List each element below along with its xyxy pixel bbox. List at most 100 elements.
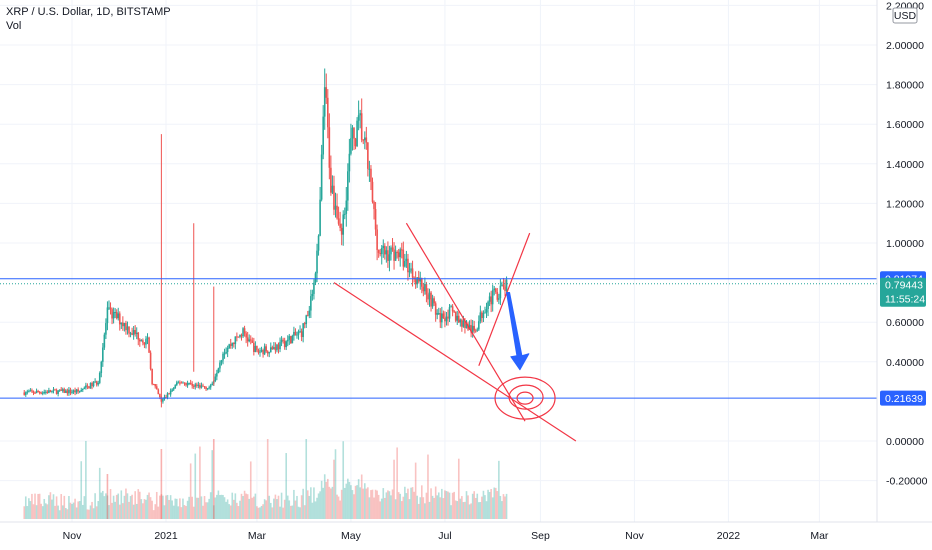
volume-bar — [285, 453, 287, 519]
volume-bar — [220, 494, 223, 519]
volume-indicator-label[interactable]: Vol — [6, 20, 22, 32]
volume-bar — [291, 505, 294, 519]
volume-bar — [345, 483, 348, 519]
candle-body — [350, 138, 352, 154]
volume-bar — [105, 493, 107, 519]
candle-body — [291, 335, 294, 344]
time-axis[interactable]: Nov 2021 Mar May Jul Sep Nov 2022 Mar — [63, 530, 829, 542]
volume-bar — [163, 505, 166, 519]
candle-body — [199, 384, 201, 388]
volume-bar — [222, 494, 224, 519]
volume-bar — [498, 460, 500, 519]
volume-bar — [92, 508, 95, 519]
price-axis[interactable]: 2.200002.000001.800001.600001.400001.200… — [886, 0, 928, 487]
candle-body — [268, 352, 271, 354]
wedge-upper-trendline[interactable] — [405, 222, 526, 422]
drawing-annotations[interactable] — [333, 222, 577, 442]
volume-bar — [465, 491, 468, 519]
time-axis-label: 2022 — [717, 530, 741, 542]
candle-body — [208, 387, 210, 389]
volume-bar — [353, 494, 355, 519]
volume-bar — [370, 490, 372, 519]
time-axis-label: Nov — [63, 530, 82, 542]
candle-body — [334, 205, 337, 210]
candle-body — [58, 389, 61, 391]
volume-bar — [362, 488, 365, 519]
candle-body — [447, 316, 449, 319]
volume-bar — [365, 488, 368, 519]
candle-body — [209, 385, 212, 388]
volume-bar — [171, 500, 173, 519]
volume-bar — [402, 496, 405, 519]
candle-body — [380, 248, 383, 255]
volume-bar — [183, 505, 186, 519]
candle-body — [453, 311, 455, 313]
candle-body — [240, 334, 243, 337]
candle-body — [444, 318, 446, 322]
candle-body — [269, 347, 272, 353]
volume-bar — [363, 483, 366, 519]
currency-badge[interactable]: USD — [892, 7, 918, 24]
volume-bar — [117, 493, 120, 519]
volume-bar — [68, 496, 70, 519]
volume-bar — [249, 461, 252, 519]
price-axis-tick-label: 1.40000 — [886, 159, 924, 171]
candle-body — [499, 285, 502, 299]
volume-bar — [451, 492, 454, 519]
descending-trendline[interactable] — [333, 282, 577, 442]
candle-body — [399, 249, 402, 258]
volume-bar — [37, 493, 39, 519]
volume-bar — [148, 492, 150, 519]
candle-body — [360, 113, 363, 140]
volume-bar — [271, 507, 274, 519]
down-arrow-icon[interactable] — [506, 292, 530, 371]
volume-bar — [137, 489, 140, 519]
time-axis-label: Mar — [248, 530, 267, 542]
candle-body — [180, 382, 183, 384]
candle-body — [370, 168, 372, 182]
volume-bar — [81, 504, 84, 519]
volume-bar — [347, 478, 349, 519]
symbol-title[interactable]: XRP / U.S. Dollar, 1D, BITSTAMP — [6, 6, 171, 18]
candle-body — [368, 168, 371, 170]
volume-bar — [111, 502, 113, 519]
target-spiral-marker[interactable] — [494, 376, 556, 420]
volume-bar — [467, 495, 469, 519]
candle-body — [234, 336, 237, 345]
candle-body — [68, 389, 70, 394]
breakout-trendline[interactable] — [478, 232, 531, 366]
volume-bar — [175, 498, 178, 519]
candle-body — [203, 386, 206, 388]
horizontal-levels[interactable] — [0, 278, 877, 399]
candle-body — [382, 245, 385, 249]
candle-body — [78, 391, 81, 393]
candle-body — [155, 386, 158, 390]
volume-bar — [317, 493, 320, 519]
candle-body — [482, 312, 485, 319]
volume-bar — [239, 500, 241, 519]
candle-body — [441, 313, 443, 323]
volume-bar — [374, 489, 377, 519]
candle-body — [303, 323, 306, 325]
volume-bar — [63, 495, 66, 519]
volume-bar — [185, 506, 187, 519]
candle-body — [129, 333, 132, 335]
volume-bar — [274, 494, 277, 519]
candle-body — [388, 254, 391, 261]
candle-body — [397, 252, 400, 258]
volume-bar — [462, 502, 465, 519]
candle-body — [223, 353, 226, 355]
candle-body — [320, 154, 323, 200]
candle-body — [169, 390, 172, 395]
candle-body — [502, 284, 505, 287]
candle-body — [316, 250, 318, 274]
candle-body — [387, 250, 389, 261]
candle-body — [464, 320, 466, 329]
candle-body — [185, 383, 187, 386]
candle-body — [225, 351, 227, 354]
volume-bar — [299, 507, 301, 519]
price-candles — [23, 68, 508, 408]
volume-bar — [23, 506, 26, 519]
volume-bar — [283, 499, 286, 519]
